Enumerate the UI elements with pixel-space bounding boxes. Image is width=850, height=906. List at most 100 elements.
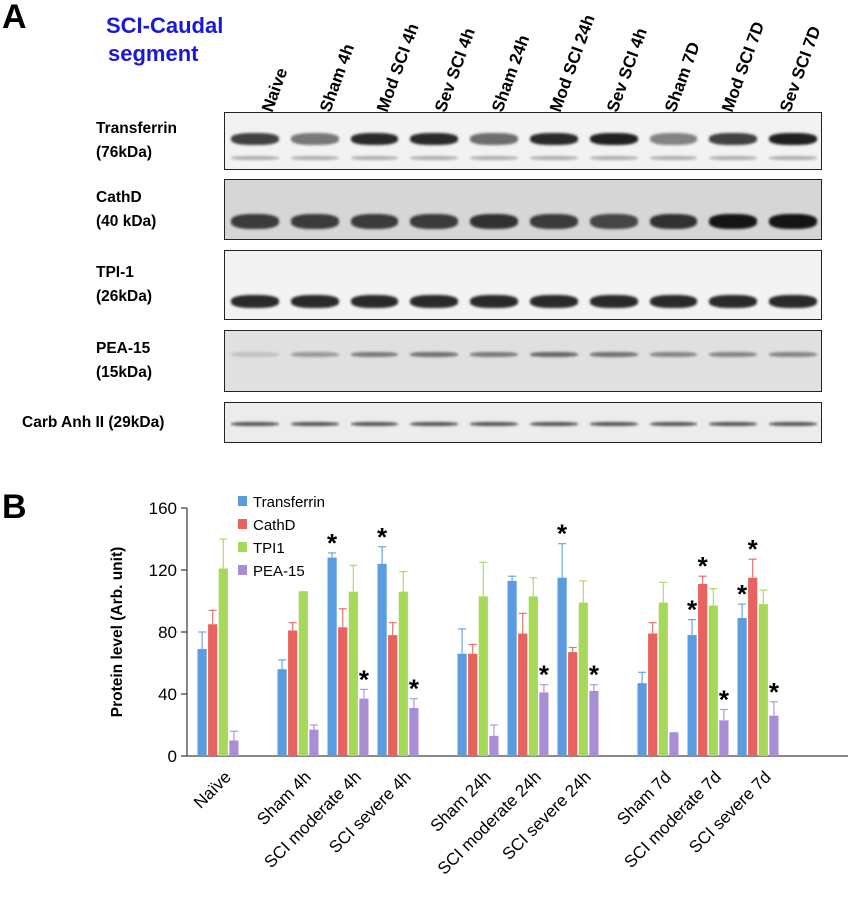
blot-band (231, 156, 279, 161)
bar (489, 735, 499, 756)
blot-band (709, 294, 758, 308)
blot-band (530, 352, 578, 358)
blot-band (530, 421, 578, 426)
bar (457, 653, 467, 756)
y-tick-label: 0 (168, 747, 177, 766)
lane-label: Sev SCI 4h (430, 25, 479, 115)
bar (468, 653, 478, 756)
blot-band (290, 294, 339, 308)
blot-band (649, 294, 698, 308)
blot-label-protein: CathD (96, 188, 142, 206)
bar (669, 732, 679, 756)
blot-band (769, 133, 817, 146)
legend-swatch (238, 519, 247, 529)
blot-label: CathD (40 kDa) (96, 186, 192, 234)
blot-band (350, 213, 399, 229)
bar (748, 577, 758, 756)
blot-band (530, 294, 578, 308)
blot-band (589, 133, 638, 146)
blot-band (410, 213, 459, 229)
bar (687, 635, 697, 756)
bar (698, 583, 708, 756)
blot-band (769, 421, 817, 426)
blot-band (769, 294, 817, 308)
blot-label-size: (76kDa) (96, 144, 152, 161)
blot-label-protein: TPI-1 (96, 264, 134, 281)
lane-label: Mod SCI 7D (718, 19, 769, 115)
bar (327, 557, 337, 756)
y-tick-label: 80 (158, 623, 177, 642)
bar (309, 729, 319, 756)
blot-band (231, 133, 279, 146)
bar (197, 649, 207, 756)
bar (507, 580, 517, 756)
blot-band (470, 352, 518, 358)
y-tick-label: 40 (158, 685, 177, 704)
y-tick-label: 160 (149, 499, 177, 518)
y-axis-title: Protein level (Arb. unit) (109, 547, 126, 718)
blot-band (649, 133, 698, 146)
bar (578, 602, 588, 756)
bar (277, 669, 287, 756)
significance-star: * (409, 674, 420, 704)
lane-label: Sham 7D (660, 39, 704, 115)
blot-band (649, 156, 698, 161)
bar (719, 720, 729, 756)
significance-star: * (377, 522, 388, 552)
blot-band (589, 294, 638, 308)
bar (568, 652, 578, 756)
blot-band (589, 156, 638, 161)
significance-star: * (539, 660, 550, 690)
blot-band (290, 156, 339, 161)
blot-band (231, 213, 279, 229)
lane-label: Sham 24h (488, 32, 534, 115)
significance-star: * (719, 685, 730, 715)
blot-band (470, 133, 518, 146)
blot-band (290, 213, 339, 229)
bar (338, 627, 348, 756)
significance-star: * (698, 551, 709, 581)
lane-label: Mod SCI 24h (545, 12, 599, 115)
x-tick-label: SCI severe 24h (499, 767, 595, 863)
lane-label: Sev SCI 4h (603, 25, 651, 115)
blot-band (410, 133, 459, 146)
panel-a-heading: SCI-Caudal segment (106, 12, 223, 68)
bar (737, 618, 747, 756)
blot-band (530, 133, 578, 146)
bar (288, 630, 298, 756)
blot-band (709, 133, 758, 146)
blot-band (470, 213, 518, 229)
blot-band (769, 213, 817, 229)
blot-label: PEA-15 (15kDa) (96, 337, 192, 385)
bar (518, 633, 528, 756)
blot-label-protein: Transferrin (96, 120, 177, 137)
blot-band (769, 352, 817, 358)
panel-b-letter: B (2, 488, 27, 526)
blot-label-protein: PEA-15 (96, 340, 151, 357)
legend-label: Transferrin (253, 494, 325, 511)
bar (557, 577, 567, 756)
blot-band (530, 213, 578, 229)
blot-band (709, 421, 758, 426)
blot-band (589, 421, 638, 426)
significance-star: * (687, 595, 698, 625)
blot-label-size: (26kDa) (96, 288, 152, 305)
lane-label: Sham 4h (315, 41, 358, 115)
blot-label: Transferrin (76kDa) (96, 117, 192, 165)
blot-band (470, 294, 518, 308)
significance-star: * (737, 579, 748, 609)
blot-band (350, 156, 399, 161)
bar (388, 635, 398, 756)
bar (409, 707, 419, 756)
blot-band (231, 421, 279, 426)
blot-image (224, 179, 822, 240)
lane-label: Sev SCI 7D (775, 23, 825, 115)
blot-band (410, 352, 459, 358)
blot-band (410, 421, 459, 426)
blot-band (350, 294, 399, 308)
heading-line2: segment (108, 41, 199, 66)
blot-band (649, 352, 698, 358)
heading-line1: SCI-Caudal (106, 13, 224, 38)
blot-band (290, 133, 339, 146)
significance-star: * (557, 519, 568, 549)
